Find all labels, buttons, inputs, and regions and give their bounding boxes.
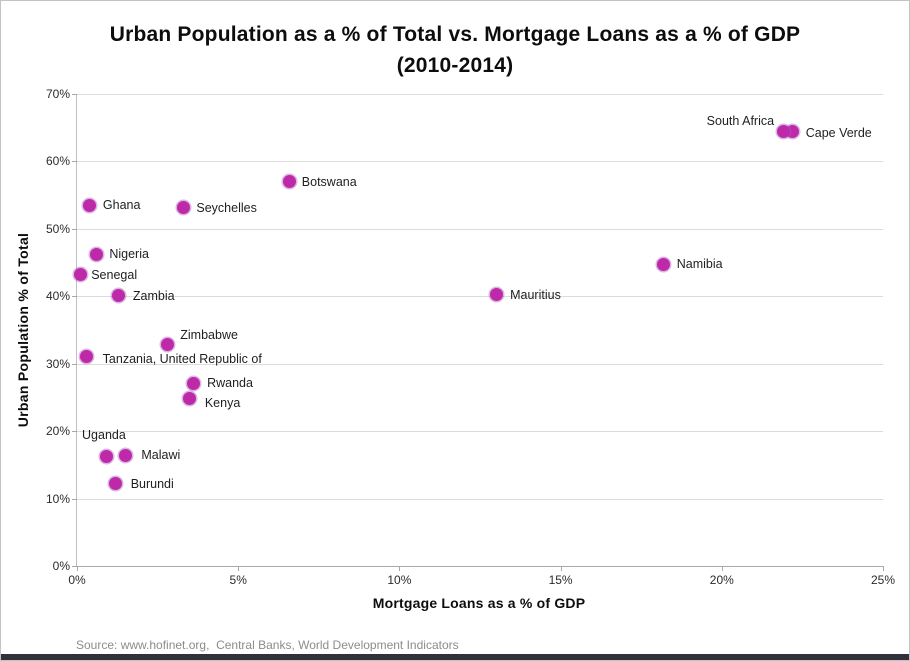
x-tick-label-0%: 0% [68,573,86,587]
point-label-south-africa: South Africa [706,113,775,128]
data-point-burundi [109,476,123,490]
x-tick-label-10%: 10% [387,573,412,587]
x-tick-label-5%: 5% [229,573,247,587]
y-axis-title: Urban Population % of Total [15,232,31,428]
gridline-40% [77,296,883,298]
y-axis-tick [72,431,77,433]
data-point-botswana [283,175,297,189]
point-label-uganda: Uganda [82,427,126,442]
y-tick-label-10%: 10% [45,491,70,506]
x-axis-title: Mortgage Loans as a % of GDP [372,595,586,611]
y-axis-tick [72,363,77,365]
point-label-senegal: Senegal [91,267,138,282]
data-point-seychelles [176,200,190,214]
y-tick-label-20%: 20% [45,424,70,439]
point-label-tanzania-united-republic-of: Tanzania, United Republic of [102,352,262,367]
x-tick-label-15%: 15% [548,573,573,587]
y-tick-label-0%: 0% [52,559,70,573]
y-axis-tick [72,566,77,567]
data-point-kenya [183,392,197,406]
data-point-tanzania-united-republic-of [80,349,94,363]
gridline-10% [77,498,883,500]
plot-area: 70% 60% 50% 40% 30% 20% 10% 0% 0% 5% 10% 15% 20% 25% C… [46,87,895,587]
data-point-uganda [99,450,113,464]
gridline-50% [77,228,883,230]
x-tick-label-20%: 20% [709,573,734,587]
point-label-kenya: Kenya [204,395,241,410]
point-label-ghana: Ghana [102,198,141,213]
source-note: Source: www.hofinet.org, Central Banks, … [76,638,459,652]
bottom-accent-bar [1,654,909,660]
x-axis-tick [399,566,401,571]
chart-title: Urban Population as a % of Total vs. Mor… [1,19,909,81]
y-tick-label-60%: 60% [45,154,70,169]
point-label-botswana: Botswana [301,174,357,189]
point-label-malawi: Malawi [141,448,181,463]
gridline-30% [77,363,883,365]
point-label-burundi: Burundi [130,477,174,492]
data-point-zambia [112,289,126,303]
x-axis-tick [238,566,240,571]
y-axis-tick [72,296,77,298]
x-axis-tick [77,566,78,571]
gridline-60% [77,161,883,163]
gridline-70% [77,94,883,95]
x-axis-tick [883,566,884,571]
data-point-malawi [118,448,132,462]
x-axis-tick [721,566,723,571]
data-point-south-africa [776,125,790,139]
data-point-nigeria [89,247,103,261]
point-label-cape-verde: Cape Verde [805,125,872,140]
y-tick-label-40%: 40% [45,289,70,304]
point-label-nigeria: Nigeria [109,247,149,262]
point-label-seychelles: Seychelles [196,201,257,216]
data-point-ghana [83,198,97,212]
data-point-zimbabwe [160,338,174,352]
point-label-mauritius: Mauritius [510,287,561,302]
y-axis-tick [72,228,77,230]
data-point-mauritius [489,288,503,302]
y-axis-tick [72,94,77,95]
x-axis-tick [560,566,562,571]
y-tick-label-70%: 70% [45,87,70,101]
data-point-senegal [73,268,87,282]
x-tick-label-25%: 25% [870,573,896,587]
point-label-rwanda: Rwanda [207,376,253,391]
data-point-rwanda [186,376,200,390]
y-axis-tick [72,161,77,163]
y-tick-label-30%: 30% [45,356,70,371]
chart-title-line2: (2010-2014) [396,54,514,77]
point-label-namibia: Namibia [676,256,723,271]
data-point-namibia [657,258,671,272]
y-axis-tick [72,498,77,500]
gridline-20% [77,431,883,433]
point-label-zambia: Zambia [132,288,175,303]
point-label-zimbabwe: Zimbabwe [180,327,238,342]
y-tick-label-50%: 50% [45,221,70,236]
chart-title-line1: Urban Population as a % of Total vs. Mor… [109,23,801,46]
